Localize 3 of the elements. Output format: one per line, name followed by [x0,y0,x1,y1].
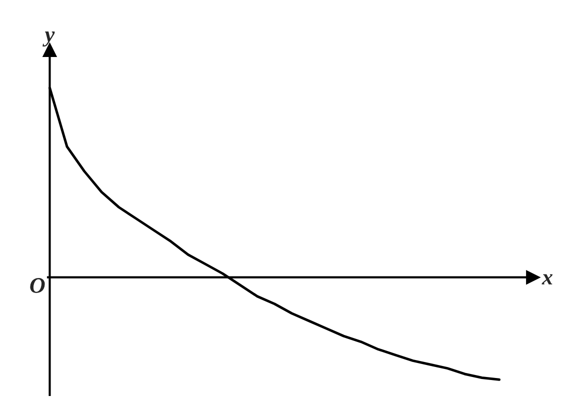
x-axis-title: x [542,274,553,284]
annotation: O [30,278,45,293]
y-axis-title: y [42,32,55,47]
